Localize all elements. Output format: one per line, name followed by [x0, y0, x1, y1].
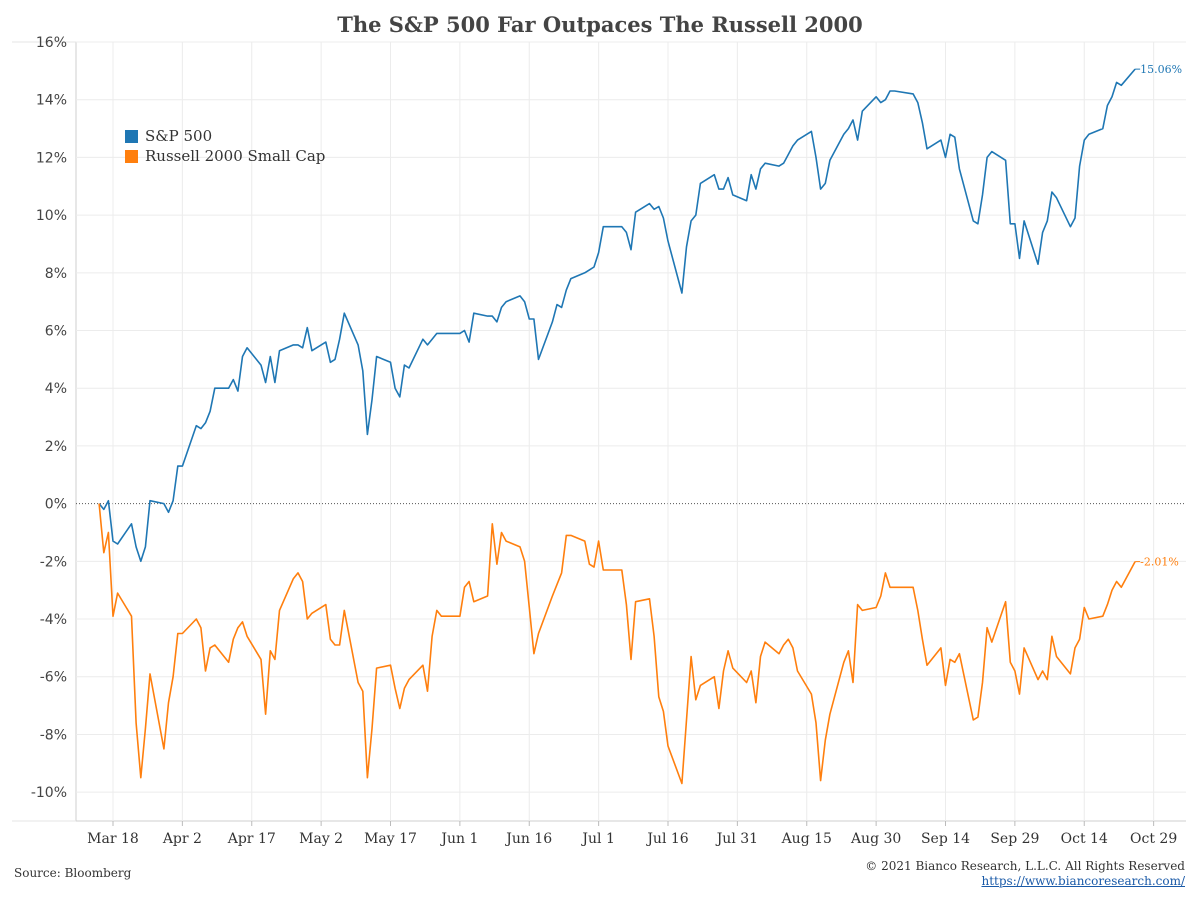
legend-label-russell: Russell 2000 Small Cap [145, 147, 326, 165]
y-tick-label: 14% [36, 93, 67, 109]
x-tick-label: Aug 15 [781, 831, 832, 847]
grid-lines [12, 41, 1186, 822]
chart-title: The S&P 500 Far Outpaces The Russell 200… [337, 12, 863, 37]
x-tick-label: May 17 [364, 831, 417, 847]
series-line-sp500 [98, 68, 1136, 563]
end-label-sp500: 15.06% [1140, 63, 1182, 76]
x-tick-label: Jul 31 [715, 831, 758, 847]
legend-item-russell[interactable]: Russell 2000 Small Cap [125, 146, 325, 166]
y-tick-label: 2% [45, 439, 67, 455]
x-tick-label: Jul 16 [645, 831, 688, 847]
y-tick-label: -2% [40, 554, 67, 570]
y-tick-label: 12% [36, 150, 67, 166]
legend-swatch-sp500 [125, 129, 138, 143]
website-link[interactable]: https://www.biancoresearch.com/ [981, 874, 1185, 888]
x-tick-label: Aug 30 [850, 831, 901, 847]
y-tick-label: -10% [31, 785, 67, 801]
x-tick-label: May 2 [299, 831, 343, 847]
legend-item-sp500[interactable]: S&P 500 [125, 126, 325, 146]
series-line-russell [98, 503, 1136, 785]
x-tick-label: Jul 1 [580, 831, 614, 847]
x-tick-label: Oct 29 [1130, 831, 1177, 847]
y-tick-label: 16% [36, 35, 67, 51]
y-axis: -10% -8% -6% -4% -2% 0% 2% 4% 6% 8% 10% 12% 14% 16% [31, 35, 67, 801]
x-axis: Mar 18 Apr 2 Apr 17 May 2 May 17 Jun 1 Jun 16 J… [87, 821, 1177, 847]
y-tick-label: 0% [45, 497, 67, 513]
x-tick-label: Sep 14 [921, 831, 970, 847]
x-tick-label: Mar 18 [87, 831, 139, 847]
y-tick-label: -4% [40, 612, 67, 628]
series-lines [98, 68, 1136, 785]
source-note: Source: Bloomberg [14, 866, 132, 880]
copyright-note: © 2021 Bianco Research, L.L.C. All Right… [865, 859, 1185, 873]
end-labels: 15.06% -2.01% [1135, 63, 1182, 569]
y-tick-label: 6% [45, 324, 67, 340]
x-tick-label: Oct 14 [1061, 831, 1108, 847]
y-tick-label: 10% [36, 208, 67, 224]
legend-label-sp500: S&P 500 [145, 127, 213, 145]
y-tick-label: 8% [45, 266, 67, 282]
end-label-russell: -2.01% [1140, 556, 1179, 569]
x-tick-label: Jun 16 [504, 831, 552, 847]
x-tick-label: Sep 29 [990, 831, 1039, 847]
x-tick-label: Jun 1 [439, 831, 478, 847]
y-tick-label: -8% [40, 727, 67, 743]
x-tick-label: Apr 2 [162, 831, 202, 847]
legend: S&P 500 Russell 2000 Small Cap [125, 126, 325, 166]
y-tick-label: 4% [45, 381, 67, 397]
x-tick-label: Apr 17 [227, 831, 276, 847]
legend-swatch-russell [125, 149, 138, 163]
y-tick-label: -6% [40, 670, 67, 686]
